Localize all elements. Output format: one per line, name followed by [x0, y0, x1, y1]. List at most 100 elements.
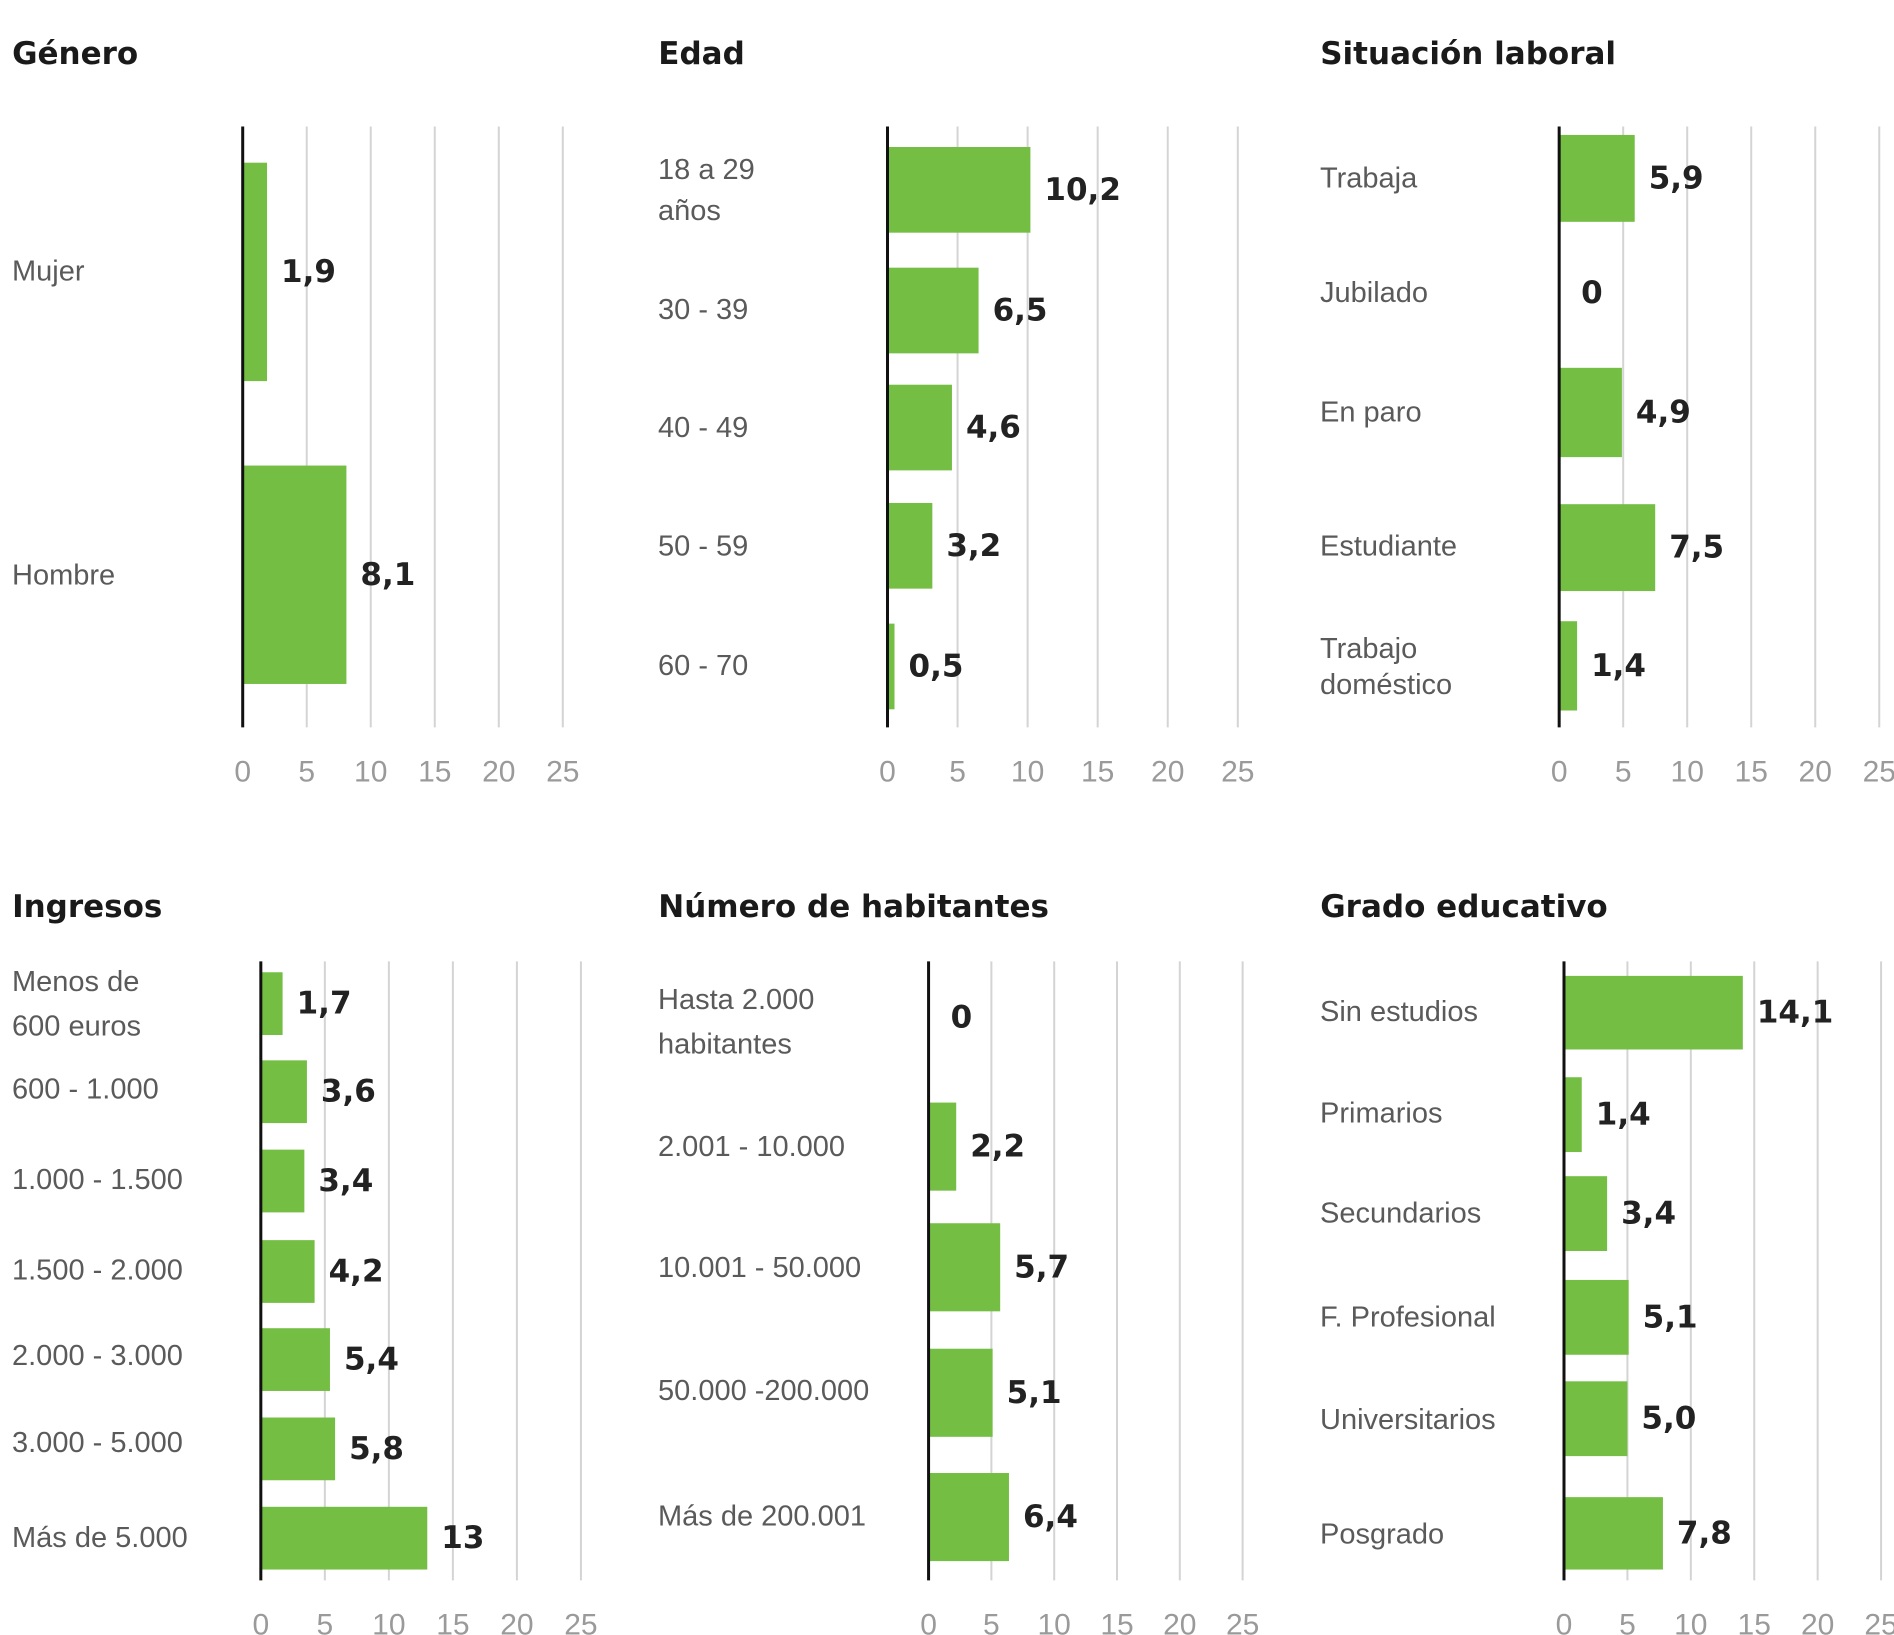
category-label: habitantes	[658, 1029, 792, 1061]
chart-title: Número de habitantes	[658, 889, 1049, 926]
x-tick-label: 10	[1671, 756, 1704, 789]
bar	[887, 384, 953, 471]
bar	[260, 1507, 428, 1570]
value-label: 6,5	[993, 293, 1048, 329]
value-label: 8,1	[360, 557, 415, 593]
value-label: 5,0	[1642, 1401, 1697, 1437]
bar	[887, 623, 895, 710]
bar	[928, 1349, 993, 1438]
bar	[1559, 504, 1656, 592]
category-label: Más de 200.001	[658, 1501, 866, 1533]
x-tick-label: 5	[317, 1609, 334, 1635]
x-tick-label: 15	[1735, 756, 1768, 789]
bar	[260, 1240, 315, 1304]
chart-svg: 1,7 Menos de 600 euros 3,6 600 - 1.000 3,4 1.0…	[12, 961, 598, 1635]
category-label: 1.500 - 2.000	[12, 1255, 183, 1287]
category-label: 60 - 70	[658, 650, 748, 682]
value-label: 1,4	[1596, 1097, 1651, 1133]
category-label: 2.000 - 3.000	[12, 1340, 183, 1372]
value-label: 5,1	[1643, 1300, 1698, 1336]
category-label: doméstico	[1320, 669, 1452, 701]
category-label: Universitarios	[1320, 1404, 1496, 1436]
value-label: 4,6	[966, 410, 1021, 446]
chart-svg: 14,1 Sin estudios 1,4 Primarios 3,4 Secundari…	[1320, 961, 1894, 1635]
category-label: Trabaja	[1320, 163, 1418, 195]
category-label: años	[658, 195, 721, 227]
value-label: 3,6	[321, 1074, 376, 1110]
x-tick-label: 5	[983, 1609, 1000, 1635]
x-tick-label: 10	[354, 756, 387, 789]
category-label: 600 - 1.000	[12, 1074, 159, 1106]
bar	[1564, 1381, 1628, 1457]
x-tick-label: 20	[482, 756, 515, 789]
x-tick-label: 15	[418, 756, 451, 789]
bar	[887, 503, 933, 589]
x-tick-label: 0	[234, 756, 251, 789]
x-tick-label: 10	[1674, 1609, 1707, 1635]
category-label: F. Profesional	[1320, 1302, 1496, 1334]
x-tick-label: 25	[564, 1609, 597, 1635]
bar	[242, 162, 268, 382]
x-tick-label: 0	[1556, 1609, 1573, 1635]
x-tick-label: 0	[879, 756, 896, 789]
category-label: 30 - 39	[658, 294, 748, 326]
chart-svg: 5,9 Trabaja 0 Jubilado 4,9 En paro 7,5 Estudian…	[1320, 126, 1894, 789]
category-label: Hombre	[12, 560, 115, 592]
bar	[260, 1149, 305, 1213]
chart-svg: 10,2 18 a 29 años 6,5 30 - 39 4,6 40 - 49 3,2 50…	[658, 126, 1255, 789]
category-label: 10.001 - 50.000	[658, 1252, 861, 1284]
chart-title: Género	[12, 36, 139, 73]
value-label: 3,4	[318, 1163, 373, 1199]
value-label: 1,7	[297, 986, 352, 1022]
chart-title: Situación laboral	[1320, 36, 1617, 73]
x-tick-label: 0	[1551, 756, 1568, 789]
bar	[1559, 368, 1623, 458]
category-label: 40 - 49	[658, 412, 748, 444]
value-label: 14,1	[1757, 995, 1834, 1031]
value-label: 1,9	[281, 254, 336, 290]
x-tick-label: 0	[921, 1609, 938, 1635]
chart-svg: 1,9 Mujer 8,1 Hombre 0 5 10 15 20 25	[12, 126, 580, 789]
chart-title: Grado educativo	[1320, 889, 1608, 926]
x-tick-label: 25	[1221, 756, 1254, 789]
chart-grado-educativo: Grado educativo 14,1 Sin estudios 1,4 Prima…	[1320, 889, 1894, 1635]
chart-title: Ingresos	[12, 889, 163, 926]
x-tick-label: 20	[1801, 1609, 1834, 1635]
category-label: Secundarios	[1320, 1198, 1481, 1230]
category-label: Menos de	[12, 966, 139, 998]
category-label: 3.000 - 5.000	[12, 1427, 183, 1459]
bar	[1564, 1497, 1664, 1570]
category-label: Posgrado	[1320, 1519, 1444, 1551]
value-label: 3,2	[947, 528, 1002, 564]
chart-svg: 0 Hasta 2.000 habitantes 2,2 2.001 - 10.000 5…	[658, 961, 1260, 1635]
x-tick-label: 20	[500, 1609, 533, 1635]
bar	[260, 1328, 331, 1392]
category-label: 2.001 - 10.000	[658, 1132, 845, 1164]
value-label: 3,4	[1621, 1196, 1676, 1232]
value-label: 13	[441, 1520, 484, 1556]
category-label: 50 - 59	[658, 531, 748, 563]
category-label: Sin estudios	[1320, 996, 1478, 1028]
bar	[260, 1060, 308, 1124]
value-label: 0,5	[909, 649, 964, 685]
category-label: Hasta 2.000	[658, 984, 814, 1016]
value-label: 4,9	[1636, 395, 1691, 431]
category-label: Trabajo	[1320, 633, 1417, 665]
value-label: 7,8	[1677, 1516, 1732, 1552]
bar	[1559, 621, 1578, 711]
value-label: 4,2	[329, 1254, 384, 1290]
x-tick-label: 15	[1081, 756, 1114, 789]
bar	[928, 1223, 1001, 1312]
x-tick-label: 20	[1799, 756, 1832, 789]
x-tick-label: 25	[546, 756, 579, 789]
category-label: Jubilado	[1320, 277, 1428, 309]
value-label: 0	[951, 1000, 973, 1036]
category-label: 600 euros	[12, 1011, 141, 1043]
value-label: 5,8	[349, 1431, 404, 1467]
value-label: 10,2	[1045, 172, 1122, 208]
bar	[260, 972, 283, 1036]
category-label: 18 a 29	[658, 154, 755, 186]
category-label: 50.000 -200.000	[658, 1375, 869, 1407]
x-tick-label: 25	[1863, 756, 1894, 789]
